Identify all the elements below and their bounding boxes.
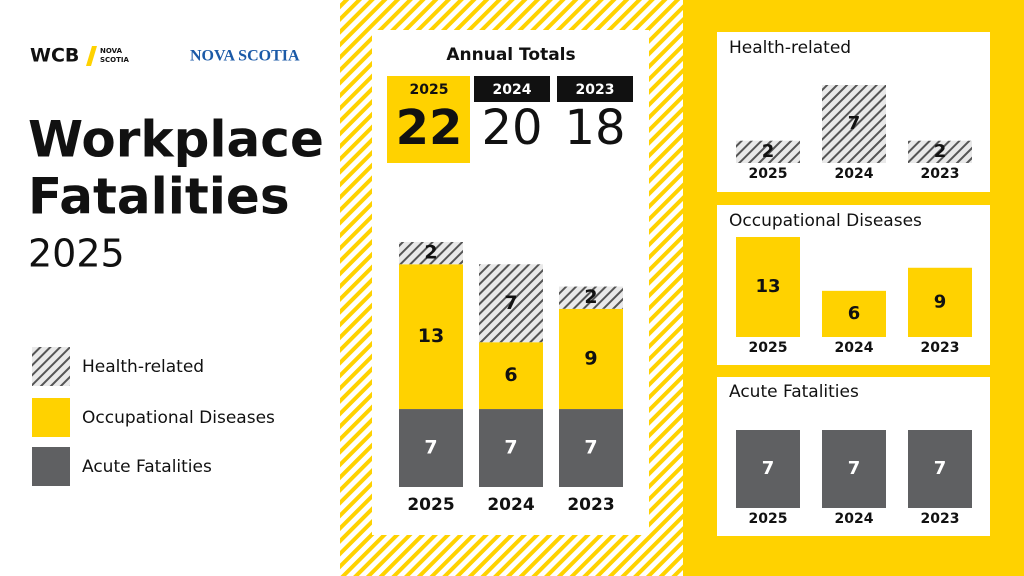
value-label: 7 (762, 458, 775, 479)
legend-label: Acute Fatalities (82, 457, 212, 477)
value-label: 2 (424, 242, 437, 264)
bar-segment (559, 308, 623, 410)
x-tick-label: 2025 (407, 495, 454, 515)
x-tick-label: 2025 (749, 511, 788, 527)
value-label: 7 (848, 113, 861, 134)
bar (822, 430, 886, 508)
logo: WCB (30, 45, 79, 67)
title: Workplace (28, 111, 324, 169)
bar (908, 430, 972, 508)
bar-segment (479, 409, 543, 487)
chart-title: Occupational Diseases (729, 211, 922, 231)
value-label: 7 (584, 437, 597, 459)
bar-segment (559, 409, 623, 487)
chart-title: Acute Fatalities (729, 382, 859, 402)
value-label: 7 (848, 458, 861, 479)
bar-segment (479, 342, 543, 410)
x-tick-label: 2023 (567, 495, 614, 515)
legend-swatch (32, 447, 70, 486)
value-label: 9 (584, 347, 597, 369)
legend-swatch (32, 347, 70, 386)
value-label: 7 (504, 437, 517, 459)
total-year: 2024 (493, 82, 532, 98)
bar (736, 237, 800, 337)
value-label: 2 (584, 286, 597, 308)
value-label: 7 (504, 292, 517, 314)
total-header (474, 76, 550, 102)
total-highlight (387, 76, 470, 163)
x-tick-label: 2024 (487, 495, 534, 515)
logo-sub: SCOTIA (100, 56, 130, 64)
bar-segment (399, 242, 463, 265)
bar (822, 290, 886, 337)
total-value: 18 (564, 100, 625, 156)
x-tick-label: 2023 (921, 511, 960, 527)
legend-label: Occupational Diseases (82, 408, 275, 428)
x-tick-label: 2023 (921, 166, 960, 182)
x-tick-label: 2024 (835, 340, 874, 356)
x-tick-label: 2024 (835, 511, 874, 527)
logo-slash (86, 46, 97, 66)
bar (736, 430, 800, 508)
total-header (557, 76, 633, 102)
bar (822, 85, 886, 163)
bar-segment (399, 264, 463, 410)
x-tick-label: 2025 (749, 166, 788, 182)
x-tick-label: 2024 (835, 166, 874, 182)
bar (908, 140, 972, 163)
left-panel (0, 0, 340, 576)
value-label: 7 (424, 437, 437, 459)
value-label: 2 (934, 141, 947, 162)
chart-title: Health-related (729, 38, 851, 58)
x-tick-label: 2023 (921, 340, 960, 356)
legend-label: Health-related (82, 357, 204, 377)
logo-sub: NOVA (100, 47, 123, 55)
value-label: 13 (755, 276, 780, 297)
value-label: 9 (934, 291, 947, 312)
logo: NOVA SCOTIA (190, 48, 300, 65)
bar-segment (399, 409, 463, 487)
value-label: 6 (504, 364, 517, 386)
total-value: 22 (396, 100, 463, 156)
bar (736, 140, 800, 163)
total-year: 2023 (576, 82, 615, 98)
subtitle: 2025 (28, 232, 125, 276)
totals-title: Annual Totals (446, 45, 575, 65)
total-year: 2025 (410, 82, 449, 98)
value-label: 13 (418, 325, 444, 347)
bar-segment (559, 286, 623, 309)
value-label: 2 (762, 141, 775, 162)
legend-swatch (32, 398, 70, 437)
total-value: 20 (481, 100, 542, 156)
bar-segment (479, 264, 543, 343)
value-label: 7 (934, 458, 947, 479)
title: Fatalities (28, 168, 290, 226)
bar (908, 267, 972, 337)
value-label: 6 (848, 303, 861, 324)
x-tick-label: 2025 (749, 340, 788, 356)
